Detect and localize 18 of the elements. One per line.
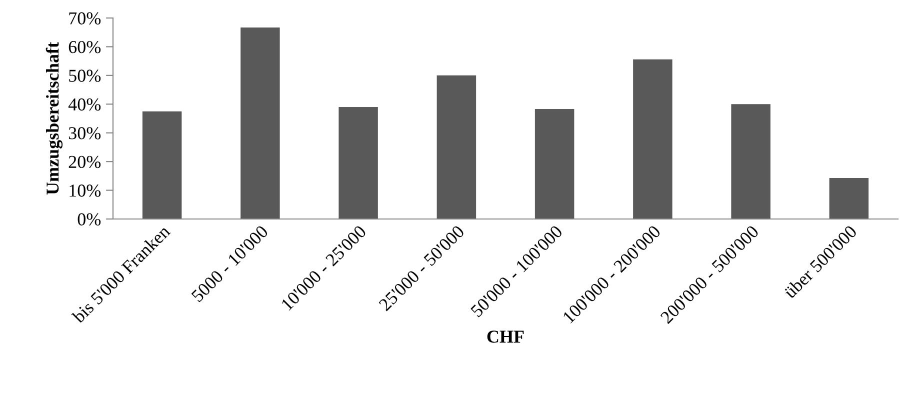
x-axis-title: CHF [487,330,524,343]
y-tick-label: 20% [68,156,101,168]
y-tick-label: 50% [69,70,101,82]
y-tick-label: 0% [78,213,101,226]
bar [338,107,378,219]
bar [534,109,574,219]
bar [731,104,770,219]
bar [240,27,280,219]
y-tick-label: 40% [68,98,101,111]
y-tick-label: 70% [69,12,101,24]
bar [436,75,476,219]
bar [142,111,182,219]
y-tick-label: 60% [68,40,101,54]
y-tick-label: 30% [68,127,101,140]
y-tick-label: 10% [70,184,101,197]
bar [633,59,672,219]
bar [829,178,869,219]
y-axis-title: Umzugsbereitschaft [46,42,63,195]
